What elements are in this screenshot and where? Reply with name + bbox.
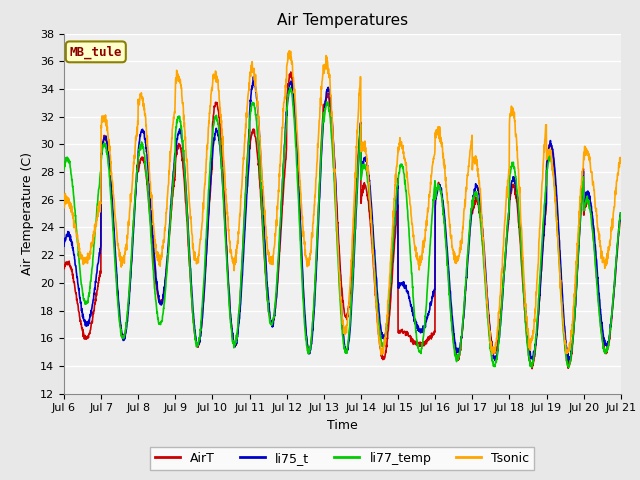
li77_temp — [565, 365, 573, 371]
AirT — [568, 348, 575, 354]
Tsonic — [215, 96, 223, 102]
li75_t — [504, 214, 512, 219]
AirT — [60, 266, 68, 272]
li75_t — [215, 137, 223, 143]
li77_temp — [504, 216, 512, 221]
li75_t — [492, 358, 499, 364]
li75_t — [371, 247, 378, 253]
Tsonic — [285, 48, 293, 54]
AirT — [584, 196, 591, 202]
AirT — [215, 114, 223, 120]
Line: AirT: AirT — [64, 72, 621, 369]
AirT — [371, 279, 378, 285]
Tsonic — [504, 174, 512, 180]
Text: MB_tule: MB_tule — [70, 45, 122, 59]
li77_temp — [568, 347, 575, 353]
li75_t — [617, 210, 625, 216]
AirT — [617, 213, 625, 218]
li75_t — [250, 74, 257, 80]
li77_temp — [215, 131, 223, 137]
li77_temp — [371, 269, 378, 275]
li75_t — [568, 346, 575, 352]
li77_temp — [358, 167, 366, 173]
li77_temp — [60, 167, 68, 172]
Y-axis label: Air Temperature (C): Air Temperature (C) — [22, 152, 35, 275]
li75_t — [584, 190, 591, 195]
Tsonic — [568, 331, 575, 336]
AirT — [504, 222, 512, 228]
Title: Air Temperatures: Air Temperatures — [277, 13, 408, 28]
li75_t — [60, 243, 68, 249]
AirT — [528, 366, 536, 372]
Line: li77_temp: li77_temp — [64, 88, 621, 368]
AirT — [358, 187, 366, 193]
Tsonic — [60, 198, 68, 204]
X-axis label: Time: Time — [327, 419, 358, 432]
li77_temp — [286, 85, 294, 91]
Tsonic — [584, 149, 591, 155]
li77_temp — [617, 210, 625, 216]
li75_t — [358, 162, 366, 168]
Tsonic — [378, 352, 385, 358]
Line: li75_t: li75_t — [64, 77, 621, 361]
Tsonic — [371, 274, 378, 279]
Tsonic — [358, 139, 366, 145]
Line: Tsonic: Tsonic — [64, 51, 621, 355]
AirT — [287, 69, 294, 75]
Tsonic — [617, 156, 625, 162]
Legend: AirT, li75_t, li77_temp, Tsonic: AirT, li75_t, li77_temp, Tsonic — [150, 447, 534, 469]
li77_temp — [584, 193, 591, 199]
